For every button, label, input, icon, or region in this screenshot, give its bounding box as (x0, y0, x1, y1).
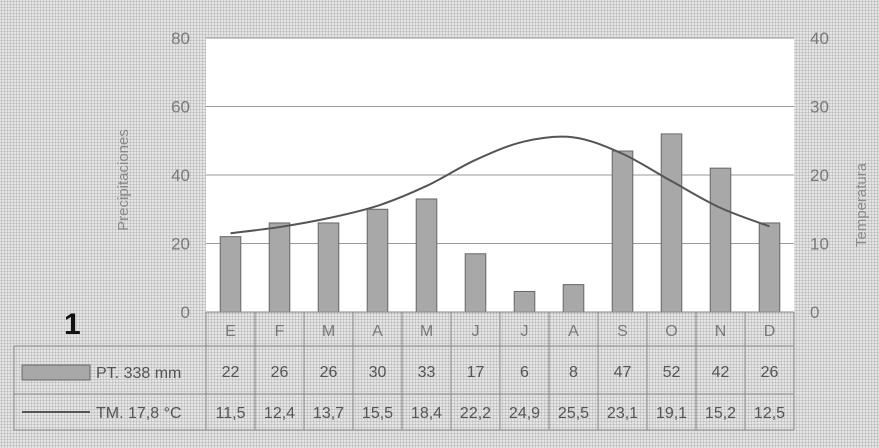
temperature-cell: 23,1 (607, 405, 638, 422)
month-label: A (568, 323, 579, 340)
precipitation-bar (317, 222, 340, 313)
right-tick-label: 30 (810, 98, 829, 117)
temperature-cell: 25,5 (558, 405, 589, 422)
right-tick-label: 40 (810, 29, 829, 48)
left-tick-label: 20 (171, 235, 190, 254)
figure-number: 1 (64, 308, 81, 341)
right-axis-ticks: 0 10 20 30 40 (810, 29, 829, 322)
month-label: J (472, 323, 480, 340)
left-axis-ticks: 0 20 40 60 80 (171, 29, 190, 322)
left-tick-label: 0 (181, 303, 190, 322)
temperature-cell: 18,4 (411, 405, 442, 422)
precipitation-cell: 30 (369, 364, 387, 381)
left-tick-label: 80 (171, 29, 190, 48)
precipitation-cell: 26 (320, 364, 338, 381)
temperature-cell: 15,5 (362, 405, 393, 422)
precipitation-bar (660, 133, 683, 313)
precipitation-bar (366, 208, 389, 313)
precipitation-bar (464, 253, 487, 313)
precipitation-bar (219, 236, 242, 313)
left-axis-title: Precipitaciones (115, 129, 132, 231)
precipitation-cell: 26 (761, 364, 779, 381)
precipitation-bar (611, 150, 634, 313)
temperature-cell: 12,5 (754, 405, 785, 422)
precipitation-cell: 6 (520, 364, 529, 381)
month-label: S (617, 323, 628, 340)
temperature-curve (230, 135, 770, 235)
month-label: M (322, 323, 335, 340)
precipitation-cell: 17 (467, 364, 485, 381)
precipitation-bar (268, 222, 291, 313)
temperature-cell: 15,2 (705, 405, 736, 422)
month-label: M (420, 323, 433, 340)
precipitation-bars (219, 133, 781, 313)
precipitation-cell: 47 (614, 364, 632, 381)
month-label: O (665, 323, 677, 340)
right-tick-label: 10 (810, 235, 829, 254)
temperature-cell: 24,9 (509, 405, 540, 422)
month-label: A (372, 323, 383, 340)
month-label: D (764, 323, 776, 340)
left-tick-label: 60 (171, 98, 190, 117)
month-label: J (521, 323, 529, 340)
right-tick-label: 20 (810, 166, 829, 185)
precipitation-cell: 22 (222, 364, 240, 381)
right-axis-title: Temperatura (853, 162, 870, 247)
temperature-legend-label: TM. 17,8 °C (96, 405, 182, 422)
precipitation-cell: 26 (271, 364, 289, 381)
precipitation-cell: 33 (418, 364, 436, 381)
precipitation-bar (513, 290, 536, 313)
precipitation-legend-swatch (21, 364, 91, 381)
month-label: E (225, 323, 236, 340)
left-tick-label: 40 (171, 166, 190, 185)
precipitation-bar (709, 167, 732, 313)
temperature-cell: 13,7 (313, 405, 344, 422)
precipitation-cell: 52 (663, 364, 681, 381)
month-label: N (715, 323, 727, 340)
temperature-cell: 22,2 (460, 405, 491, 422)
temperature-line (230, 135, 770, 235)
precipitation-bar (758, 222, 781, 313)
temperature-cell: 19,1 (656, 405, 687, 422)
grid-lines (206, 37, 794, 244)
precipitation-legend-label: PT. 338 mm (96, 365, 181, 382)
precipitation-bar (415, 198, 438, 313)
temperature-cell: 11,5 (216, 405, 246, 422)
temperature-cell: 12,4 (264, 405, 295, 422)
precipitation-cell: 42 (712, 364, 730, 381)
right-tick-label: 0 (810, 303, 819, 322)
precipitation-bar (562, 284, 585, 313)
month-label: F (275, 323, 285, 340)
precipitation-cell: 8 (569, 364, 578, 381)
